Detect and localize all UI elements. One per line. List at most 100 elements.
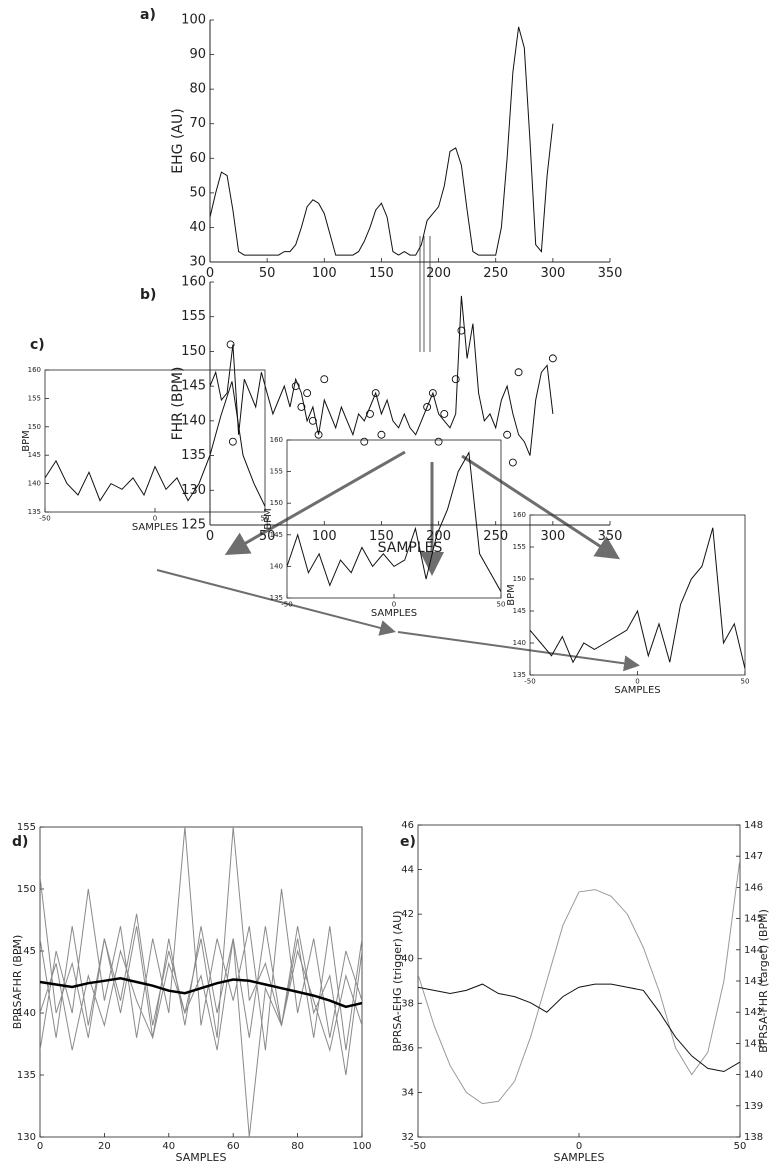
y-tick-label: 150 — [513, 575, 526, 583]
marker — [457, 326, 466, 335]
y-tick-label: 140 — [270, 562, 283, 570]
x-axis-label: SAMPLES — [554, 1151, 605, 1164]
y-tick-label: 145 — [28, 451, 41, 459]
marker — [548, 354, 557, 363]
marker — [451, 375, 460, 384]
x-tick-label: 300 — [540, 266, 565, 281]
x-tick-label: 150 — [369, 529, 394, 544]
y2-tick-label: 144 — [744, 945, 763, 956]
x-tick-label: 20 — [98, 1141, 111, 1152]
marker — [440, 409, 449, 418]
marker — [434, 437, 443, 446]
x-axis-label: SAMPLES — [176, 1151, 227, 1164]
x-tick-label: 50 — [741, 677, 750, 685]
marker — [320, 375, 329, 384]
y-tick-label: 145 — [513, 607, 526, 615]
marker — [371, 389, 380, 398]
y-tick-label: 90 — [189, 47, 206, 62]
panel-label: c) — [30, 337, 45, 353]
marker — [228, 437, 237, 446]
panel-label: e) — [400, 834, 416, 850]
x-axis-label: SAMPLES — [614, 685, 660, 696]
x-tick-label: 350 — [598, 266, 623, 281]
y-tick-label: 36 — [401, 1043, 414, 1054]
data-line — [40, 938, 362, 1137]
y2-tick-label: 147 — [744, 851, 763, 862]
data-line — [418, 983, 740, 1073]
x-tick-label: 0 — [206, 266, 214, 281]
y2-tick-label: 141 — [744, 1038, 763, 1049]
axes-frame — [286, 439, 502, 599]
x-tick-label: 200 — [426, 529, 451, 544]
y-tick-label: 155 — [270, 468, 283, 476]
y-tick-label: 44 — [401, 865, 414, 876]
data-line — [530, 527, 745, 669]
x-tick-label: -50 — [524, 677, 535, 685]
marker — [226, 340, 235, 349]
panel-label: b) — [140, 287, 156, 303]
data-line — [287, 450, 501, 592]
marker — [423, 403, 432, 411]
x-tick-label: 200 — [426, 266, 451, 281]
y-tick-label: 80 — [189, 82, 206, 97]
y-tick-label: 135 — [181, 448, 206, 463]
x-tick-label: 250 — [483, 529, 508, 544]
y-tick-label: 130 — [181, 483, 206, 498]
y-tick-label: 135 — [270, 594, 283, 602]
y-tick-label: 34 — [401, 1087, 414, 1098]
data-line — [418, 858, 740, 1105]
y-tick-label: 160 — [181, 275, 206, 290]
y-axis-label: EHG (AU) — [170, 108, 186, 173]
y-tick-label: 32 — [401, 1132, 414, 1143]
y-tick-label: 40 — [401, 954, 414, 965]
x-tick-label: 80 — [291, 1141, 304, 1152]
data-line — [40, 926, 362, 1051]
y-tick-label: 150 — [270, 499, 283, 507]
marker — [303, 389, 312, 398]
y-axis-label: BPM — [506, 584, 517, 606]
y-tick-label: 140 — [17, 1008, 36, 1019]
y-tick-label: 42 — [401, 909, 414, 920]
y-tick-label: 140 — [28, 480, 41, 488]
axes-frame — [44, 369, 266, 513]
y-tick-label: 145 — [270, 531, 283, 539]
y-tick-label: 30 — [189, 255, 206, 270]
x-tick-label: 250 — [483, 266, 508, 281]
y-tick-label: 40 — [189, 220, 206, 235]
marker — [377, 430, 386, 439]
y-axis-label: BPM — [21, 430, 32, 452]
y-tick-label: 150 — [181, 344, 206, 359]
y-axis-label: BPM — [263, 508, 274, 530]
y-tick-label: 155 — [181, 309, 206, 324]
x-tick-label: 100 — [312, 266, 337, 281]
y2-tick-label: 142 — [744, 1007, 763, 1018]
x-tick-label: 100 — [312, 529, 337, 544]
y-tick-label: 130 — [17, 1132, 36, 1143]
panel-label: a) — [140, 7, 156, 23]
y-tick-label: 140 — [513, 639, 526, 647]
y-axis-label: FHR (BPM) — [170, 367, 186, 441]
x-tick-label: -50 — [410, 1141, 426, 1152]
y-tick-label: 46 — [401, 820, 414, 831]
x-tick-label: 50 — [734, 1141, 747, 1152]
x-tick-label: 0 — [153, 514, 157, 522]
x-tick-label: 350 — [598, 529, 623, 544]
y-tick-label: 140 — [181, 413, 206, 428]
y-tick-label: 60 — [189, 151, 206, 166]
marker — [297, 403, 306, 411]
x-tick-label: 60 — [227, 1141, 240, 1152]
x-tick-label: 50 — [261, 514, 270, 522]
marker — [503, 430, 512, 439]
y-tick-label: 160 — [270, 436, 283, 444]
y-axis-label: BPRSAFHR (BPM) — [11, 935, 24, 1030]
marker — [366, 409, 374, 418]
connector-lines — [419, 236, 431, 352]
marker — [514, 368, 523, 377]
x-tick-label: 50 — [497, 600, 506, 608]
y2-tick-label: 145 — [744, 914, 763, 925]
x-tick-label: 0 — [206, 529, 214, 544]
y-tick-label: 155 — [513, 543, 526, 551]
y-axis-label: BPRSA-EHG (trigger) (AU) — [391, 911, 404, 1052]
x-tick-label: 100 — [352, 1141, 371, 1152]
